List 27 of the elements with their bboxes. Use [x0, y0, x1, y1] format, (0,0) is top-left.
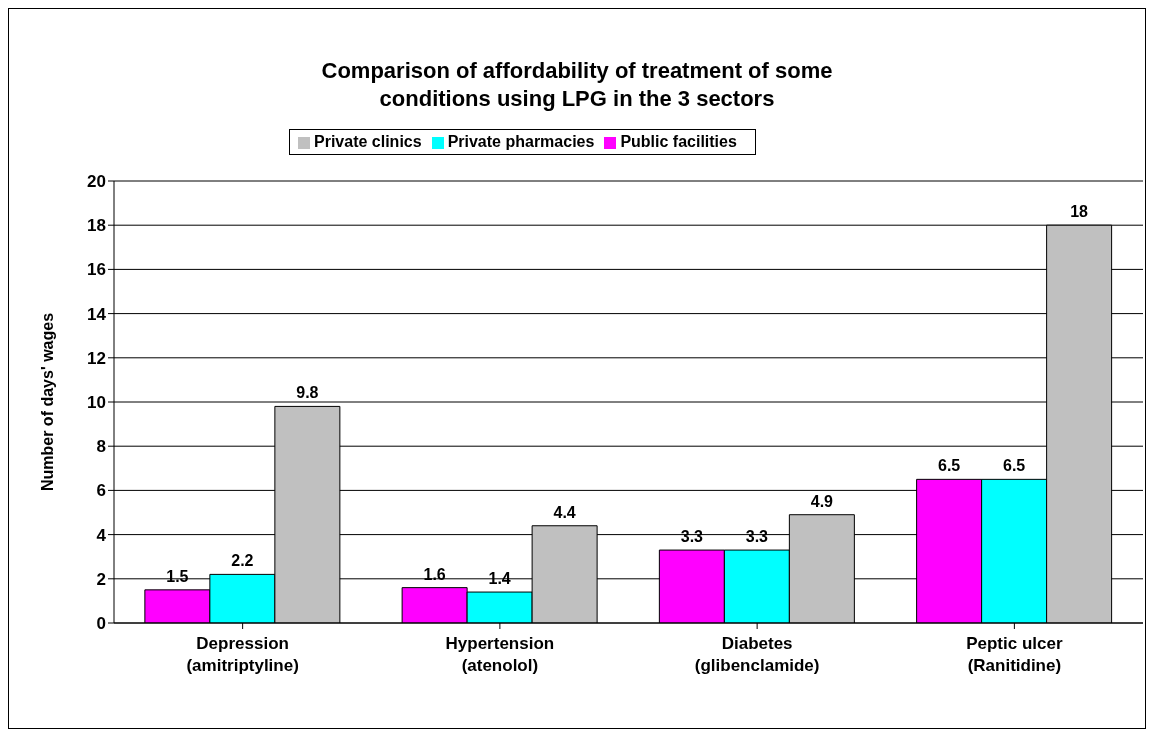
y-tick-label: 8: [96, 437, 106, 457]
y-tick-label: 14: [87, 304, 107, 324]
y-tick-label: 20: [87, 172, 106, 192]
chart-title: Comparison of affordability of treatment of some conditions using LPG in the 3 sectors: [320, 57, 834, 113]
data-label: 4.9: [810, 492, 834, 510]
y-tick-label: 2: [96, 569, 106, 589]
legend-label: Private pharmacies: [447, 133, 595, 150]
x-tick-label: Depression (amitriptyline): [186, 634, 299, 675]
data-label: 6.5: [1002, 457, 1026, 475]
data-label: 2.2: [231, 552, 254, 570]
y-axis-title: Number of days' wages: [38, 312, 56, 492]
data-label: 6.5: [937, 457, 961, 475]
y-tick-label: 6: [96, 481, 106, 501]
data-label: 9.8: [296, 384, 319, 402]
data-label: 18: [1070, 203, 1089, 221]
y-tick-label: 16: [87, 260, 106, 280]
y-tick-label: 18: [87, 216, 106, 236]
legend-label: Private clinics: [314, 133, 422, 150]
legend-label: Public facilities: [620, 133, 737, 150]
y-tick-label: 4: [96, 525, 107, 545]
y-tick-label: 10: [87, 393, 106, 413]
x-tick-label: Hypertension (atenolol): [445, 634, 555, 675]
y-tick-label: 12: [87, 348, 106, 368]
y-tick-label: 0: [96, 614, 106, 634]
x-tick-label: Peptic ulcer (Ranitidine): [966, 634, 1063, 675]
x-tick-label: Diabetes (glibenclamide): [694, 634, 820, 675]
data-label: 4.4: [553, 503, 576, 521]
